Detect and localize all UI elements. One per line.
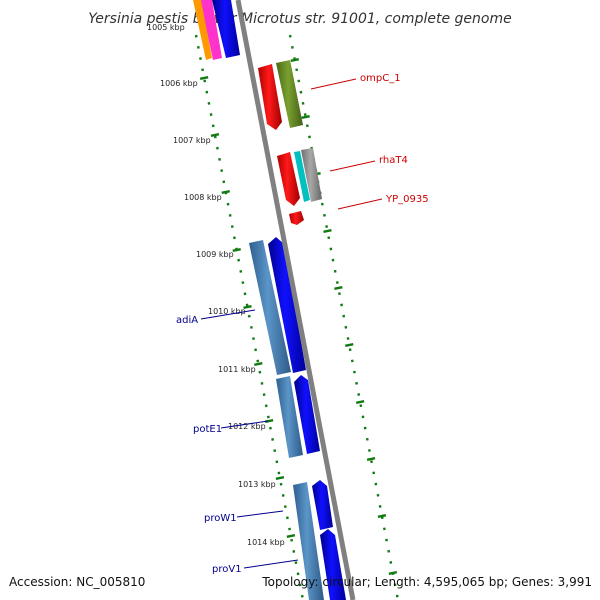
gene-grey: [301, 148, 322, 202]
outer-major-tick: [301, 114, 310, 120]
label-yp0935[interactable]: YP_0935: [385, 194, 429, 205]
callout-rhaT: [329, 160, 376, 172]
scale-label-1014: 1014 kbp: [247, 538, 285, 547]
scale-major-tick: [210, 132, 220, 138]
gene-rhaT: [277, 152, 300, 206]
scale-major-tick: [221, 189, 230, 195]
scale-major-tick: [232, 247, 241, 253]
gene-steel-2: [276, 376, 303, 458]
gene-steel-1: [249, 240, 291, 375]
scale-major-tick: [254, 361, 263, 367]
gene-olive: [276, 60, 303, 128]
callout-adiA: [200, 309, 256, 320]
outer-tick-ring: [288, 34, 400, 600]
scale-label-1007: 1007 kbp: [173, 136, 211, 145]
genome-backbone: [235, 0, 356, 600]
callout-ompC: [310, 78, 357, 90]
gene-magenta: [200, 0, 222, 60]
gene-blue-2: [294, 375, 320, 454]
label-proV[interactable]: proV1: [212, 564, 242, 575]
scale-label-1011: 1011 kbp: [218, 365, 256, 374]
scale-labels: 1005 kbp 1006 kbp 1007 kbp 1008 kbp 1009…: [147, 23, 285, 547]
scale-label-partial: 1005 kbp: [147, 23, 185, 32]
outer-major-tick: [388, 570, 398, 576]
gene-steel-3: [293, 482, 324, 600]
gene-cyan: [294, 151, 310, 202]
outer-major-tick: [345, 342, 354, 348]
scale-label-1013: 1013 kbp: [238, 480, 276, 489]
outer-major-tick: [323, 228, 332, 234]
forward-strand-genes: [193, 0, 346, 600]
label-potE[interactable]: potE1: [193, 424, 222, 435]
accession-text: Accession: NC_005810: [9, 575, 145, 589]
gene-yp0935: [289, 211, 304, 225]
outer-major-tick: [377, 513, 387, 519]
callout-yp0935: [337, 198, 383, 210]
gene-orange: [193, 0, 212, 60]
gene-blue-3: [312, 480, 333, 530]
scale-label-1010: 1010 kbp: [208, 307, 246, 316]
gene-blue-4: [320, 529, 346, 600]
inner-scale-ring: [194, 34, 305, 600]
label-adiA[interactable]: adiA: [176, 315, 198, 326]
gene-blue-1: [268, 237, 306, 373]
label-ompC[interactable]: ompC_1: [360, 73, 401, 84]
gene-ompC: [258, 64, 282, 130]
label-proW[interactable]: proW1: [204, 513, 237, 524]
scale-major-tick: [275, 475, 285, 481]
outer-major-tick: [334, 285, 343, 291]
callout-proW: [236, 510, 284, 518]
scale-label-1009: 1009 kbp: [196, 250, 234, 259]
scale-major-tick: [286, 533, 296, 539]
scale-label-1012: 1012 kbp: [228, 422, 266, 431]
outer-major-tick: [355, 399, 365, 405]
outer-major-tick: [290, 57, 300, 63]
scale-label-1008: 1008 kbp: [184, 193, 222, 202]
gene-blue-top: [212, 0, 240, 58]
scale-label-1006: 1006 kbp: [160, 79, 198, 88]
scale-major-tick: [243, 304, 252, 310]
outer-major-tick: [366, 456, 376, 462]
callout-potE: [220, 420, 269, 429]
label-rhaT[interactable]: rhaT4: [379, 155, 408, 166]
scale-major-tick: [199, 75, 209, 81]
gene-callouts: [200, 78, 383, 569]
callout-proV: [243, 559, 299, 569]
genome-summary-text: Topology: circular; Length: 4,595,065 bp…: [261, 575, 592, 589]
genome-title: Yersinia pestis biovar Microtus str. 910…: [88, 11, 511, 27]
scale-major-ticks: [199, 75, 296, 539]
